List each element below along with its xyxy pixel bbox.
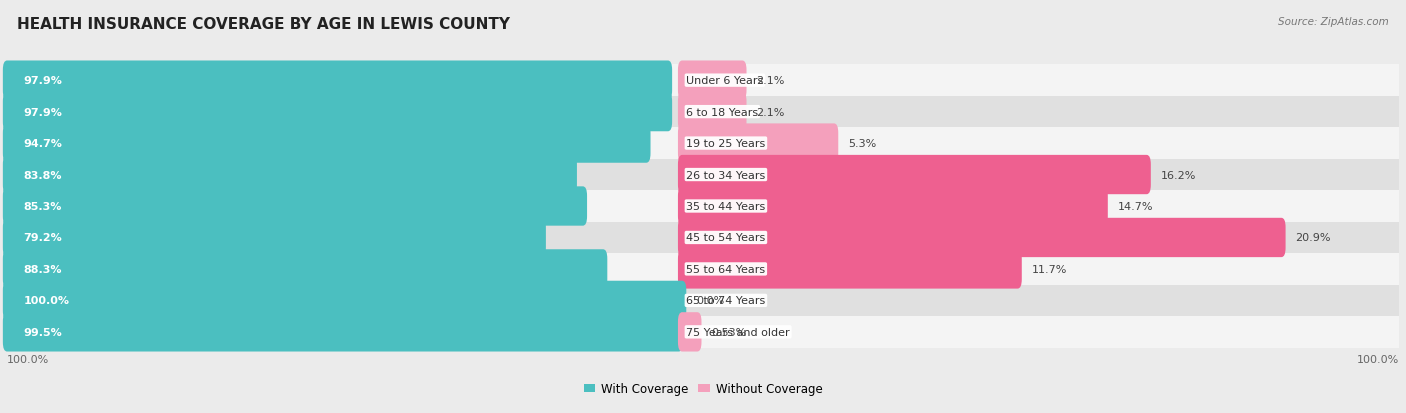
Text: 55 to 64 Years: 55 to 64 Years bbox=[686, 264, 765, 274]
Text: 65 to 74 Years: 65 to 74 Years bbox=[686, 296, 765, 306]
Text: 45 to 54 Years: 45 to 54 Years bbox=[686, 233, 765, 243]
FancyBboxPatch shape bbox=[678, 61, 747, 100]
Text: 35 to 44 Years: 35 to 44 Years bbox=[686, 202, 765, 211]
Bar bbox=[7, 191, 1399, 222]
Text: 11.7%: 11.7% bbox=[1032, 264, 1067, 274]
Text: 100.0%: 100.0% bbox=[24, 296, 70, 306]
FancyBboxPatch shape bbox=[678, 124, 838, 163]
Text: 100.0%: 100.0% bbox=[1357, 354, 1399, 364]
Text: 100.0%: 100.0% bbox=[7, 354, 49, 364]
Text: 2.1%: 2.1% bbox=[756, 76, 785, 86]
Text: 85.3%: 85.3% bbox=[24, 202, 62, 211]
Text: 94.7%: 94.7% bbox=[24, 139, 63, 149]
Text: 0.53%: 0.53% bbox=[711, 327, 747, 337]
Bar bbox=[7, 65, 1399, 97]
Text: Source: ZipAtlas.com: Source: ZipAtlas.com bbox=[1278, 17, 1389, 26]
Text: 2.1%: 2.1% bbox=[756, 107, 785, 117]
FancyBboxPatch shape bbox=[3, 61, 672, 100]
Text: HEALTH INSURANCE COVERAGE BY AGE IN LEWIS COUNTY: HEALTH INSURANCE COVERAGE BY AGE IN LEWI… bbox=[17, 17, 510, 31]
FancyBboxPatch shape bbox=[3, 281, 686, 320]
Text: 75 Years and older: 75 Years and older bbox=[686, 327, 790, 337]
Text: 99.5%: 99.5% bbox=[24, 327, 62, 337]
FancyBboxPatch shape bbox=[678, 156, 1152, 195]
FancyBboxPatch shape bbox=[3, 218, 546, 258]
Bar bbox=[7, 254, 1399, 285]
Text: 19 to 25 Years: 19 to 25 Years bbox=[686, 139, 765, 149]
Bar bbox=[7, 316, 1399, 348]
FancyBboxPatch shape bbox=[3, 187, 588, 226]
FancyBboxPatch shape bbox=[678, 218, 1285, 258]
FancyBboxPatch shape bbox=[678, 187, 1108, 226]
Text: 83.8%: 83.8% bbox=[24, 170, 62, 180]
FancyBboxPatch shape bbox=[3, 249, 607, 289]
Text: 79.2%: 79.2% bbox=[24, 233, 62, 243]
Bar bbox=[7, 222, 1399, 254]
Text: 26 to 34 Years: 26 to 34 Years bbox=[686, 170, 765, 180]
Text: 16.2%: 16.2% bbox=[1160, 170, 1197, 180]
Text: 88.3%: 88.3% bbox=[24, 264, 62, 274]
FancyBboxPatch shape bbox=[3, 156, 576, 195]
Text: 5.3%: 5.3% bbox=[848, 139, 876, 149]
FancyBboxPatch shape bbox=[678, 312, 702, 351]
Text: 97.9%: 97.9% bbox=[24, 107, 63, 117]
Bar bbox=[7, 159, 1399, 191]
FancyBboxPatch shape bbox=[678, 249, 1022, 289]
FancyBboxPatch shape bbox=[3, 93, 672, 132]
Text: 14.7%: 14.7% bbox=[1118, 202, 1153, 211]
Text: 0.0%: 0.0% bbox=[696, 296, 724, 306]
Text: 20.9%: 20.9% bbox=[1295, 233, 1331, 243]
Bar bbox=[7, 97, 1399, 128]
Legend: With Coverage, Without Coverage: With Coverage, Without Coverage bbox=[583, 382, 823, 395]
Text: Under 6 Years: Under 6 Years bbox=[686, 76, 763, 86]
Text: 6 to 18 Years: 6 to 18 Years bbox=[686, 107, 758, 117]
FancyBboxPatch shape bbox=[678, 93, 747, 132]
Text: 97.9%: 97.9% bbox=[24, 76, 63, 86]
FancyBboxPatch shape bbox=[3, 312, 683, 351]
FancyBboxPatch shape bbox=[3, 124, 651, 163]
Bar bbox=[7, 285, 1399, 316]
Bar bbox=[7, 128, 1399, 159]
